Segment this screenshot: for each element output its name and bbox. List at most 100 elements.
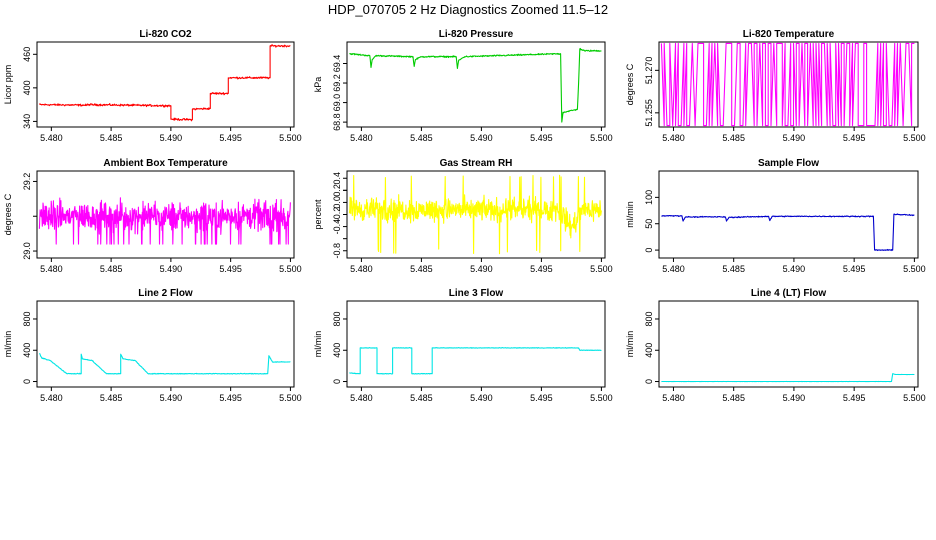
y-tick-label: -0.8 [332, 243, 342, 259]
x-tick-label: 5.480 [350, 393, 373, 403]
panel-3: Li-820 Temperature 5.480 5.485 5.490 5.495 5.… [625, 29, 926, 143]
panel-title: Ambient Box Temperature [103, 158, 228, 169]
y-tick-label: 69.2 [332, 74, 342, 92]
y-tick-label: 0.4 [332, 172, 342, 185]
plot-frame [658, 41, 919, 128]
panel-title: Li-820 CO2 [139, 29, 192, 40]
series-line [661, 373, 915, 383]
y-axis-label: percent [313, 199, 323, 230]
x-tick-label: 5.490 [160, 264, 183, 274]
x-tick-label: 5.485 [410, 393, 433, 403]
x-tick-label: 5.480 [350, 264, 373, 274]
y-tick-label: 800 [22, 311, 32, 326]
series-line [38, 352, 291, 375]
x-tick-label: 5.490 [783, 393, 806, 403]
x-tick-label: 5.485 [410, 264, 433, 274]
x-tick-label: 5.480 [40, 264, 63, 274]
x-tick-label: 5.490 [160, 393, 183, 403]
y-tick-label: 69.0 [332, 94, 342, 112]
panel-title: Line 4 (LT) Flow [751, 288, 827, 299]
y-tick-label: 69.4 [332, 55, 342, 73]
x-tick-label: 5.480 [40, 133, 63, 143]
y-tick-label: 51.270 [644, 57, 654, 85]
plot-frame [36, 170, 295, 259]
panel-6: Sample Flow 5.480 5.485 5.490 5.495 5.500 0 50 1… [625, 158, 926, 274]
y-tick-label: 400 [22, 80, 32, 95]
x-tick-label: 5.490 [470, 393, 493, 403]
plot-frame [346, 300, 606, 388]
y-tick-label: 800 [332, 311, 342, 326]
y-tick-label: 51.255 [644, 99, 654, 127]
y-tick-label: 0 [644, 379, 654, 384]
panel-title: Sample Flow [758, 158, 819, 169]
x-tick-label: 5.500 [279, 133, 302, 143]
x-tick-label: 5.490 [470, 264, 493, 274]
series-line [38, 197, 291, 245]
x-tick-label: 5.500 [903, 393, 926, 403]
x-tick-label: 5.495 [530, 393, 553, 403]
x-tick-label: 5.490 [470, 133, 493, 143]
panel-4: Ambient Box Temperature 5.480 5.485 5.490 5.… [3, 158, 302, 274]
series-line [660, 42, 915, 127]
y-tick-label: 400 [332, 343, 342, 358]
series-line [661, 213, 915, 252]
x-tick-label: 5.500 [590, 133, 613, 143]
x-tick-label: 5.495 [530, 264, 553, 274]
x-tick-label: 5.500 [903, 133, 926, 143]
x-tick-label: 5.495 [219, 264, 242, 274]
x-tick-label: 5.485 [100, 264, 123, 274]
plot-frame [36, 300, 295, 388]
y-tick-label: 0.2 [332, 184, 342, 197]
x-tick-label: 5.485 [410, 133, 433, 143]
x-tick-label: 5.500 [903, 264, 926, 274]
panel-title: Line 3 Flow [449, 288, 504, 299]
x-tick-label: 5.485 [722, 393, 745, 403]
x-tick-label: 5.500 [279, 264, 302, 274]
x-tick-label: 5.480 [350, 133, 373, 143]
panel-title: Gas Stream RH [440, 158, 513, 169]
panel-1: Li-820 CO2 5.480 5.485 5.490 5.495 5.500 340 40… [3, 29, 302, 143]
plot-frame [36, 41, 295, 128]
series-line [38, 44, 291, 122]
x-tick-label: 5.495 [843, 393, 866, 403]
y-tick-label: 0.0 [332, 196, 342, 209]
x-tick-label: 5.490 [783, 133, 806, 143]
y-axis-label: degrees C [625, 63, 635, 105]
y-axis-label: kPa [313, 77, 323, 93]
y-axis-label: degrees C [3, 193, 13, 235]
panel-9: Line 4 (LT) Flow 5.480 5.485 5.490 5.495 5.50… [625, 288, 926, 403]
y-axis-label: ml/min [313, 331, 323, 358]
x-tick-label: 5.485 [100, 133, 123, 143]
x-tick-label: 5.495 [219, 133, 242, 143]
x-tick-label: 5.485 [722, 264, 745, 274]
x-tick-label: 5.495 [219, 393, 242, 403]
y-tick-label: -0.2 [332, 207, 342, 223]
x-tick-label: 5.485 [100, 393, 123, 403]
y-tick-label: 800 [644, 311, 654, 326]
x-tick-label: 5.500 [590, 393, 613, 403]
x-tick-label: 5.495 [530, 133, 553, 143]
series-line [349, 347, 602, 375]
series-line [348, 174, 602, 255]
x-tick-label: 5.480 [662, 133, 685, 143]
y-tick-label: 460 [22, 47, 32, 62]
y-tick-label: 0 [22, 379, 32, 384]
panel-5: Gas Stream RH 5.480 5.485 5.490 5.495 5.500 -0… [313, 158, 613, 274]
series-line [349, 47, 602, 123]
panel-title: Li-820 Temperature [743, 29, 835, 40]
y-tick-label: 0 [644, 248, 654, 253]
x-tick-label: 5.480 [662, 393, 685, 403]
figure-title: HDP_070705 2 Hz Diagnostics Zoomed 11.5–… [327, 2, 609, 17]
y-tick-label: 50 [644, 219, 654, 229]
x-tick-label: 5.500 [590, 264, 613, 274]
y-tick-label: 0 [332, 379, 342, 384]
y-axis-label: ml/min [625, 201, 635, 228]
x-tick-label: 5.490 [160, 133, 183, 143]
panel-title: Line 2 Flow [138, 288, 193, 299]
y-tick-label: 29.0 [22, 242, 32, 260]
panel-7: Line 2 Flow 5.480 5.485 5.490 5.495 5.500 0 400… [3, 288, 302, 403]
y-tick-label: -0.4 [332, 219, 342, 235]
y-tick-label: 100 [644, 190, 654, 205]
panel-title: Li-820 Pressure [439, 29, 514, 40]
x-tick-label: 5.480 [40, 393, 63, 403]
